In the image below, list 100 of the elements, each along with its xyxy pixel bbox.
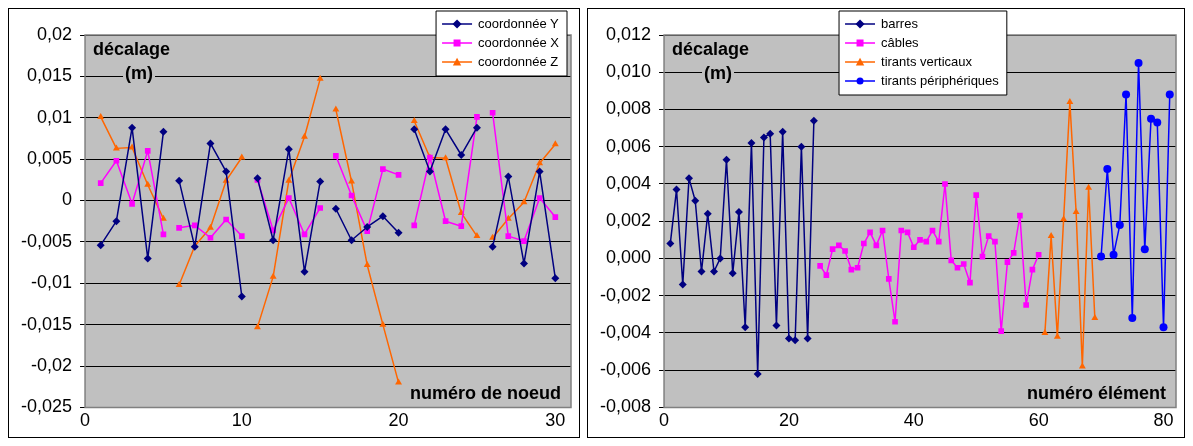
point <box>784 334 793 343</box>
point <box>892 318 898 325</box>
point <box>861 240 867 247</box>
point <box>223 216 229 223</box>
point <box>457 151 466 159</box>
legend-label: barres <box>881 15 919 31</box>
x-tick-label: 0 <box>659 410 670 431</box>
point <box>333 153 339 159</box>
point <box>917 236 923 243</box>
point <box>395 172 402 178</box>
point <box>551 140 559 147</box>
point <box>992 238 998 245</box>
y-tick-label: -0,005 <box>20 230 73 251</box>
y-tick-label: 0,015 <box>26 65 73 86</box>
point <box>829 246 836 252</box>
x-tick-label: 10 <box>231 410 252 431</box>
point <box>935 238 942 245</box>
point <box>728 269 737 278</box>
x-axis-title: numéro élément <box>1026 383 1166 404</box>
point <box>285 176 293 183</box>
point <box>410 117 418 124</box>
y-axis-title: décalage (m) <box>93 39 171 83</box>
point <box>206 139 215 148</box>
point <box>238 233 245 239</box>
point <box>442 218 449 225</box>
point <box>1047 232 1055 239</box>
point <box>1147 114 1156 123</box>
y-tick-label: -0,006 <box>599 359 652 380</box>
point <box>1140 245 1149 254</box>
point <box>254 323 261 330</box>
point <box>316 74 324 81</box>
y-tick-label: -0,002 <box>599 284 652 305</box>
x-tick-label: 20 <box>778 410 799 431</box>
y-tick-label: -0,01 <box>31 272 73 293</box>
point <box>703 209 712 218</box>
point <box>317 205 324 211</box>
point <box>973 192 980 198</box>
point <box>759 133 768 142</box>
point <box>410 125 419 134</box>
x-tick-label: 60 <box>1028 410 1049 431</box>
point <box>1165 90 1174 99</box>
point <box>488 242 497 251</box>
point <box>473 232 481 239</box>
y-tick-label: 0,004 <box>605 172 652 193</box>
point <box>237 292 246 301</box>
x-tick-label: 30 <box>545 410 566 431</box>
x-axis-title: numéro de noeud <box>409 383 561 404</box>
point <box>1134 58 1143 67</box>
point <box>910 244 917 251</box>
point <box>472 123 481 132</box>
legend-label: tirants verticaux <box>881 53 973 69</box>
point <box>734 207 743 216</box>
point <box>948 257 955 264</box>
y-tick-label: -0,015 <box>20 313 73 334</box>
point <box>1097 252 1106 261</box>
point <box>967 279 973 286</box>
point <box>379 320 387 327</box>
point <box>1159 323 1168 332</box>
point <box>207 234 214 241</box>
legend-label: coordonnée Z <box>478 53 559 69</box>
y-tick-label: -0,004 <box>599 321 652 342</box>
point <box>536 195 543 201</box>
y-tick-label: 0,02 <box>36 23 73 44</box>
point <box>960 261 967 267</box>
point <box>300 267 309 276</box>
y-tick-label: 0 <box>62 189 73 210</box>
point <box>113 157 120 164</box>
point <box>778 127 787 136</box>
point <box>1010 250 1017 256</box>
y-axis-title: décalage (m) <box>672 39 750 83</box>
point <box>678 280 687 289</box>
point <box>301 132 308 139</box>
point <box>1004 259 1011 265</box>
point <box>685 174 694 183</box>
point <box>505 233 512 239</box>
point <box>378 212 387 221</box>
point <box>741 323 750 332</box>
point <box>709 267 718 276</box>
point <box>112 217 121 226</box>
point <box>772 321 781 330</box>
point <box>175 176 184 185</box>
point <box>489 109 496 116</box>
point <box>380 166 386 172</box>
y-tick-label: 0,005 <box>26 148 73 169</box>
point <box>1066 98 1074 105</box>
x-tick-label: 40 <box>903 410 924 431</box>
point <box>766 129 775 138</box>
point <box>441 125 450 134</box>
point <box>791 336 800 345</box>
point <box>885 276 892 282</box>
point <box>998 328 1005 334</box>
y-tick-label: 0,010 <box>605 61 652 82</box>
point <box>521 238 527 244</box>
y-tick-label: 0,01 <box>36 106 73 127</box>
x-tick-label: 0 <box>80 410 91 431</box>
point <box>519 259 528 268</box>
y-tick-label: -0,02 <box>31 354 73 375</box>
point <box>1153 118 1162 127</box>
point <box>394 228 403 237</box>
point <box>691 196 700 205</box>
